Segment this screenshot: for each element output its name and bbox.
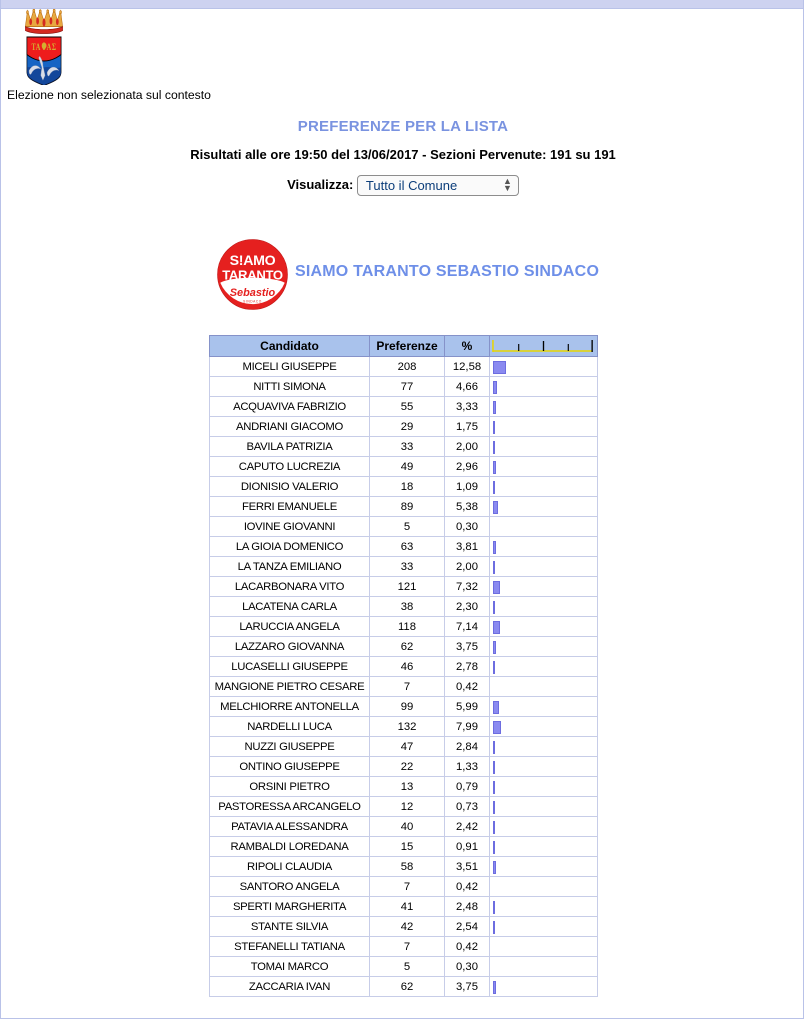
svg-text:SINDACO: SINDACO (243, 299, 262, 303)
svg-text:TARANTO: TARANTO (222, 267, 283, 282)
svg-text:Sebastio: Sebastio (230, 287, 276, 299)
